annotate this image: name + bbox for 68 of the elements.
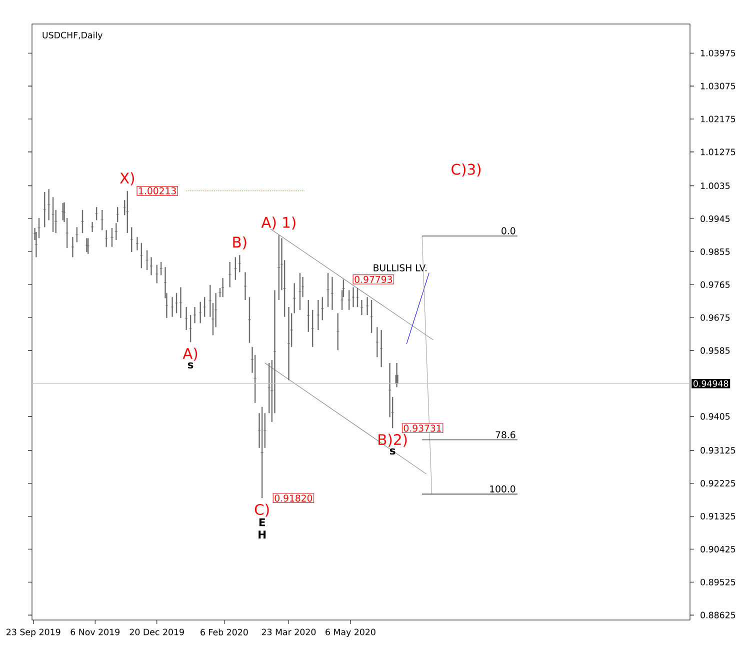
candlestick xyxy=(370,299,374,334)
candlestick xyxy=(155,264,158,284)
annotation: s xyxy=(188,362,194,369)
annotation: B) xyxy=(233,236,246,250)
x-tick-label: 23 Mar 2020 xyxy=(262,628,316,636)
annotation: B)2) xyxy=(378,434,407,447)
candlestick xyxy=(395,362,398,388)
annotation: X) xyxy=(120,172,134,186)
y-tick-label: 1.01275 xyxy=(700,148,736,156)
annotation: C)3) xyxy=(452,163,481,177)
y-tick-label: 0.9405 xyxy=(700,413,730,420)
y-tick-label: 0.9585 xyxy=(700,347,730,354)
y-tick-label: 1.0035 xyxy=(700,182,730,190)
y-tick-label: 0.92225 xyxy=(700,480,736,487)
series-label: 78.6 xyxy=(496,431,516,438)
y-tick-label: 0.9855 xyxy=(700,248,730,255)
candlestick xyxy=(330,276,334,311)
y-tick-label: 1.02175 xyxy=(700,116,736,122)
candlestick xyxy=(47,188,50,221)
candlestick xyxy=(234,256,237,280)
series-label: 100.0 xyxy=(490,485,516,492)
candlestick xyxy=(110,227,114,248)
y-tick-label: 0.9765 xyxy=(700,281,730,288)
annotation: s xyxy=(390,448,396,455)
annotation: E xyxy=(259,518,265,526)
candlestick xyxy=(114,222,118,241)
annotation: 0.97793 xyxy=(354,276,392,283)
candlestick xyxy=(104,230,108,248)
annotation: H xyxy=(258,530,266,538)
y-tick-label: 0.90425 xyxy=(700,546,736,552)
y-tick-label: 1.03075 xyxy=(700,82,736,90)
annotation: C) xyxy=(254,504,269,517)
candlestick xyxy=(277,234,280,301)
y-tick-label: 0.9945 xyxy=(700,215,730,222)
candlestick xyxy=(336,312,340,351)
y-tick-label: 0.9675 xyxy=(700,314,730,321)
y-tick-label: 0.88625 xyxy=(700,612,736,618)
candlestick xyxy=(75,226,78,243)
annotation: 0.93731 xyxy=(404,424,441,432)
y-tick-label: 0.89525 xyxy=(700,578,736,586)
x-tick-label: 23 Sep 2019 xyxy=(6,628,60,637)
candlestick xyxy=(150,256,153,276)
candlestick xyxy=(193,306,196,324)
candlestick xyxy=(316,299,320,331)
candlestick xyxy=(348,290,351,311)
annotation: 0.91820 xyxy=(274,494,312,502)
text: USDCHF,Daily xyxy=(42,32,102,40)
y-tick-label: 1.03975 xyxy=(700,50,736,56)
x-tick-label: 6 May 2020 xyxy=(326,628,376,637)
candlestick xyxy=(320,296,324,321)
ref-line-label: 0.94948 xyxy=(694,380,728,387)
candlestick xyxy=(170,296,174,318)
series-label: BULLISH LV. xyxy=(374,264,426,272)
series-label: 0.0 xyxy=(502,227,516,234)
candlestick xyxy=(174,292,178,314)
y-tick-label: 0.91325 xyxy=(700,512,736,520)
annotation: A) xyxy=(182,348,198,361)
annotation: A) 1) xyxy=(261,216,296,230)
annotation: 1.00213 xyxy=(139,187,176,194)
x-tick-label: 6 Feb 2020 xyxy=(200,628,248,636)
candlestick xyxy=(356,287,360,308)
candlestick xyxy=(203,296,206,318)
candlestick xyxy=(71,236,74,258)
x-tick-label: 6 Nov 2019 xyxy=(70,628,120,636)
x-tick-label: 20 Dec 2019 xyxy=(130,628,184,636)
y-tick-label: 0.93125 xyxy=(700,447,736,454)
candlestick xyxy=(198,301,202,324)
candlestick xyxy=(160,261,163,276)
